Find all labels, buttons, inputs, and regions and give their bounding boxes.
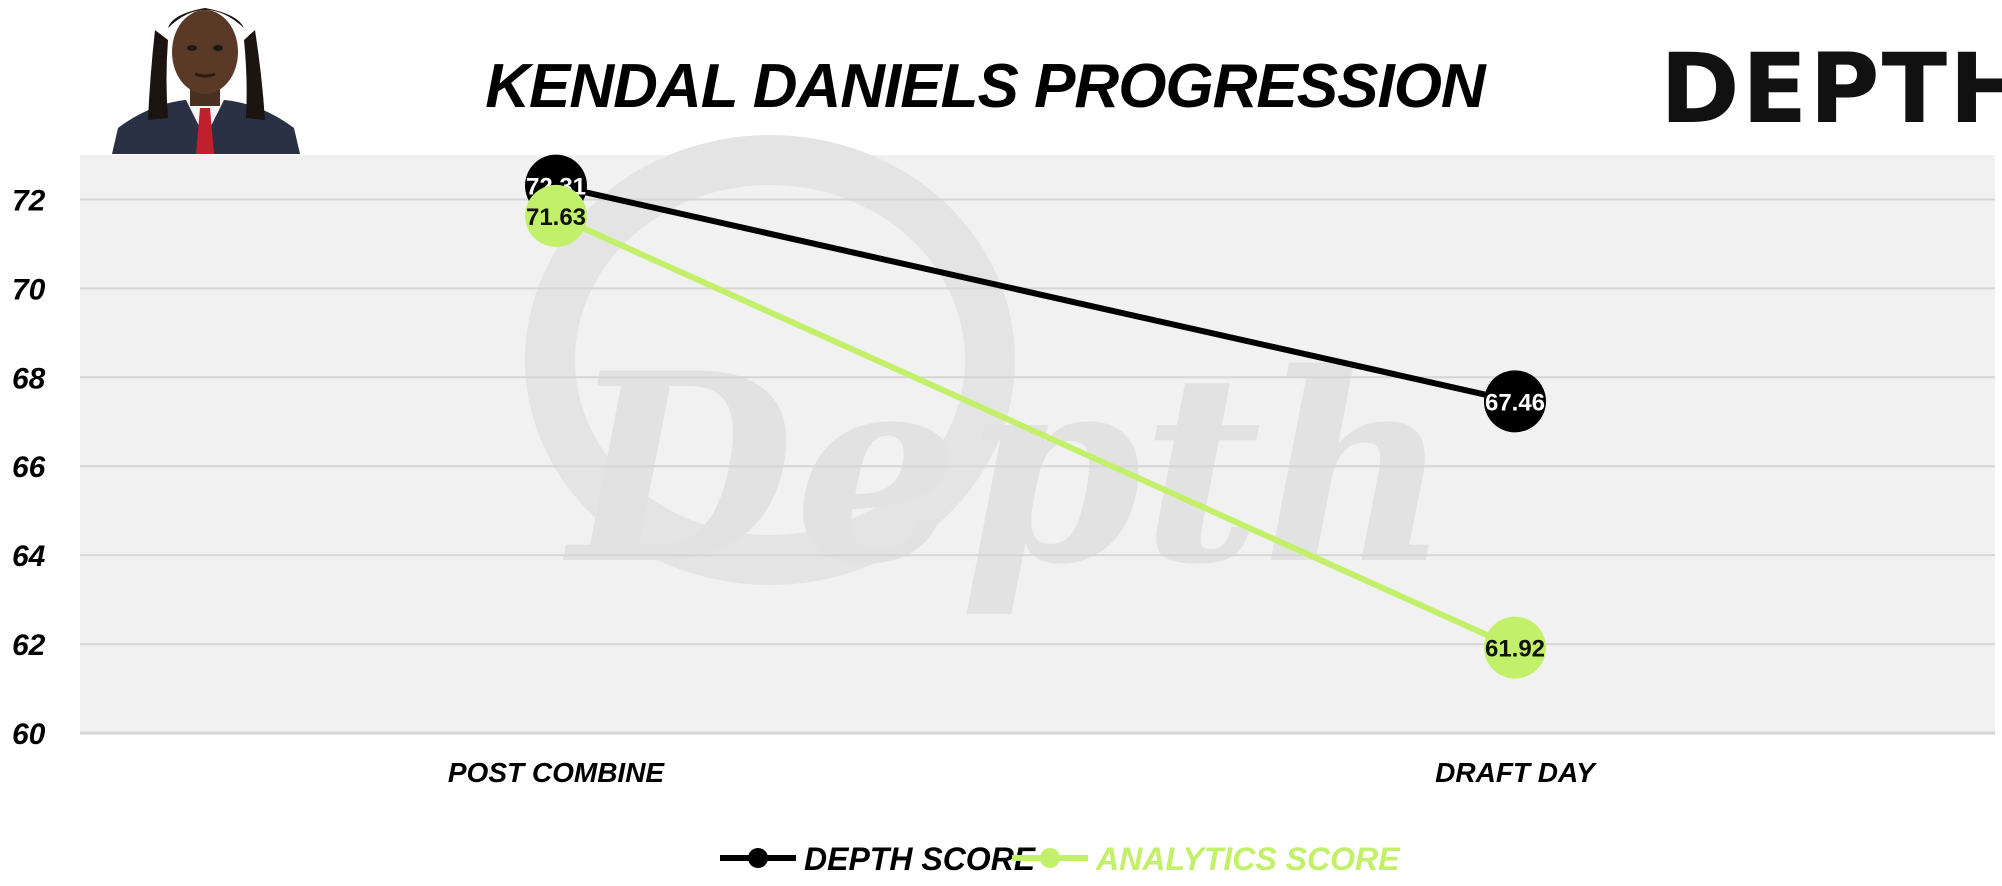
- player-photo: [110, 0, 300, 154]
- y-tick-label: 68: [12, 362, 46, 395]
- legend: DEPTH SCORE ANALYTICS SCORE: [720, 841, 1401, 877]
- y-tick-label: 64: [12, 540, 46, 573]
- y-tick-label: 72: [12, 184, 46, 217]
- point-analytics-score: [525, 184, 587, 247]
- y-tick-label: 66: [12, 451, 46, 484]
- depthu-logo: DEPTHU: [1660, 33, 2002, 145]
- legend-marker-analytics-score: [1040, 848, 1060, 868]
- gridlines: [80, 198, 1995, 735]
- legend-label-analytics-score: ANALYTICS SCORE: [1095, 841, 1401, 877]
- series-line-analytics-score: [554, 213, 1517, 651]
- logo-main-text: DEPTH: [1660, 33, 2002, 145]
- x-axis-ticks: POST COMBINE DRAFT DAY: [448, 757, 1597, 788]
- svg-text:Depth: Depth: [561, 317, 1451, 622]
- point-depth-score: [1484, 370, 1546, 433]
- y-tick-label: 70: [12, 273, 46, 306]
- data-label-depth-score: 67.46: [1485, 389, 1545, 416]
- y-tick-label: 62: [12, 629, 46, 662]
- data-label-analytics-score: 71.63: [526, 204, 586, 231]
- plot-area: [80, 155, 1995, 735]
- legend-label-depth-score: DEPTH SCORE: [804, 841, 1037, 877]
- y-tick-label: 60: [12, 718, 46, 751]
- svg-text:DEPTHU: DEPTHU: [1660, 33, 2002, 145]
- x-category-label: POST COMBINE: [448, 757, 666, 788]
- x-category-label: DRAFT DAY: [1435, 757, 1597, 788]
- data-label-analytics-score: 61.92: [1485, 636, 1545, 663]
- depth-watermark: Depth: [525, 135, 1451, 622]
- series-line-depth-score: [555, 182, 1516, 405]
- legend-marker-depth-score: [748, 848, 768, 868]
- chart-title: KENDAL DANIELS PROGRESSION: [485, 52, 1487, 121]
- point-analytics-score: [1484, 616, 1546, 679]
- y-axis-ticks: 60 62 64 66 68 70 72: [12, 184, 46, 751]
